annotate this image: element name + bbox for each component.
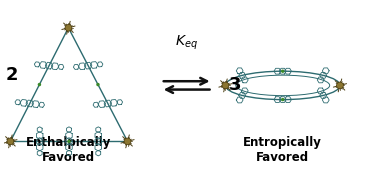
Ellipse shape [38,84,40,86]
Text: 2: 2 [6,66,18,84]
Text: Entropically
Favored: Entropically Favored [243,136,322,164]
Ellipse shape [282,99,284,101]
Ellipse shape [7,138,14,145]
Ellipse shape [97,84,99,86]
Ellipse shape [124,138,131,145]
Ellipse shape [68,140,70,142]
Ellipse shape [337,82,343,89]
Ellipse shape [65,24,72,31]
Text: 3: 3 [228,76,241,94]
Ellipse shape [282,70,284,72]
Text: Enthalpically
Favored: Enthalpically Favored [26,136,111,164]
Ellipse shape [222,82,229,89]
Text: $K_{eq}$: $K_{eq}$ [175,34,198,52]
